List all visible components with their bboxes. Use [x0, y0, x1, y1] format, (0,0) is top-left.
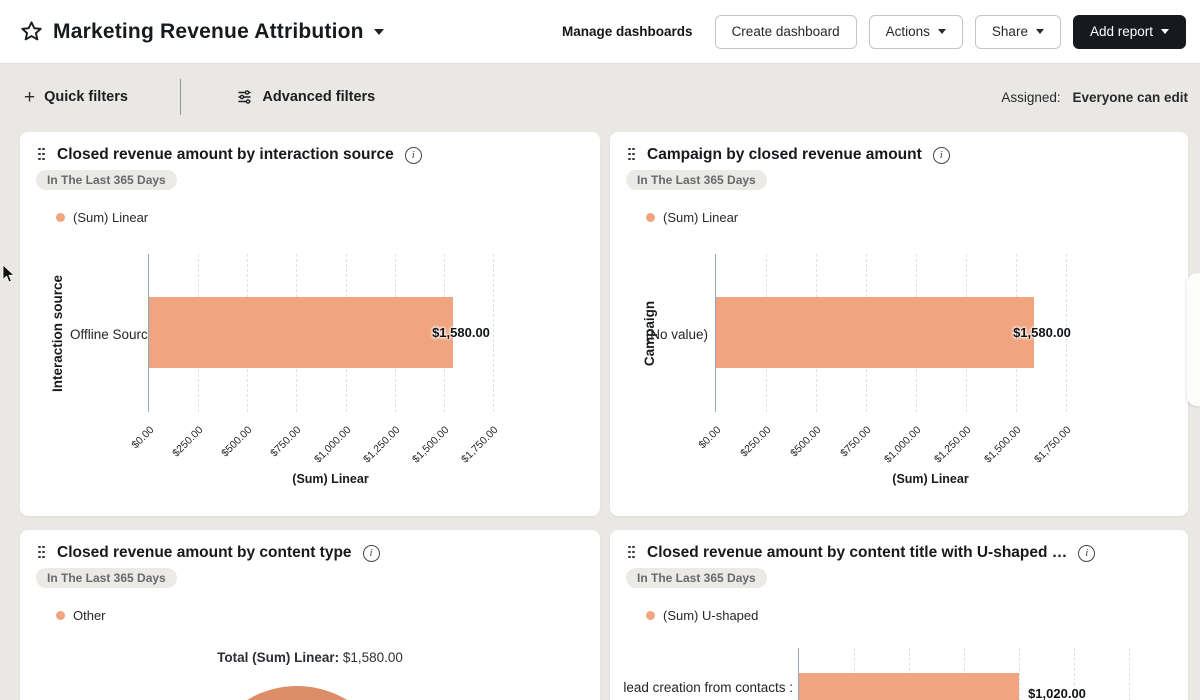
favorite-star-icon[interactable] [20, 20, 43, 43]
share-label: Share [991, 24, 1028, 39]
bar-value-label: $1,580.00 [432, 325, 490, 340]
bar-offline-sources[interactable] [149, 297, 453, 368]
date-range-badge: In The Last 365 Days [626, 170, 767, 190]
dashboard-header: Marketing Revenue Attribution Manage das… [0, 0, 1200, 64]
dashboard-title-wrap[interactable]: Marketing Revenue Attribution [20, 20, 384, 44]
date-range-badge: In The Last 365 Days [626, 568, 767, 588]
assigned-status: Assigned: Everyone can edit [1001, 90, 1188, 105]
actions-label: Actions [885, 24, 930, 39]
legend-label: (Sum) Linear [73, 210, 149, 225]
legend-dot-icon [56, 611, 65, 620]
create-dashboard-label: Create dashboard [731, 24, 840, 39]
plot-area: $1,580.00 [148, 254, 495, 412]
plus-icon: + [24, 86, 36, 108]
legend-label: (Sum) U-shaped [663, 608, 759, 623]
report-title: Closed revenue amount by content title w… [647, 544, 1068, 561]
quick-filters-label: Quick filters [44, 89, 128, 105]
pie-total-label: Total (Sum) Linear: $1,580.00 [217, 650, 403, 665]
report-title: Closed revenue amount by content type [57, 544, 352, 561]
add-report-label: Add report [1089, 24, 1153, 39]
drag-handle-icon[interactable] [38, 545, 46, 561]
x-tick-label: $0.00 [696, 424, 724, 452]
x-tick-label: $1,250.00 [360, 424, 403, 466]
gridline [1074, 648, 1075, 700]
chevron-down-icon [1035, 29, 1044, 34]
right-edge-handle[interactable] [1187, 273, 1200, 406]
x-tick-label: $1,500.00 [981, 424, 1024, 466]
x-tick-label: $1,250.00 [931, 424, 974, 466]
info-icon[interactable]: i [404, 146, 422, 164]
legend-dot-icon [56, 213, 65, 222]
advanced-filters-button[interactable]: Advanced filters [237, 89, 375, 105]
x-tick-label: $1,000.00 [881, 424, 924, 466]
advanced-filters-label: Advanced filters [262, 89, 376, 105]
category-label: (No value) [645, 327, 708, 342]
x-tick-label: $250.00 [738, 424, 774, 460]
plot-area: $1,580.00 [715, 254, 1071, 412]
gridline [1066, 254, 1067, 412]
chart-legend[interactable]: Other [56, 608, 106, 623]
legend-dot-icon [646, 213, 655, 222]
x-axis-title: (Sum) Linear [892, 472, 969, 486]
actions-button[interactable]: Actions [868, 14, 963, 49]
bar-no-value[interactable] [716, 297, 1034, 368]
bar-value-label: $1,020.00 [1028, 686, 1086, 700]
mouse-cursor-icon [2, 264, 15, 283]
drag-handle-icon[interactable] [628, 147, 636, 163]
assigned-value[interactable]: Everyone can edit [1072, 89, 1188, 105]
legend-label: (Sum) Linear [663, 210, 739, 225]
x-axis-title: (Sum) Linear [292, 472, 369, 486]
report-card-campaign: Campaign by closed revenue amount i In T… [610, 132, 1188, 516]
x-tick-label: $500.00 [219, 424, 255, 460]
info-icon[interactable]: i [932, 146, 950, 164]
gridline [1129, 648, 1130, 700]
category-label: lead creation from contacts : [623, 680, 793, 695]
x-tick-label: $250.00 [170, 424, 206, 460]
gridline [493, 254, 495, 412]
drag-handle-icon[interactable] [628, 545, 636, 561]
assigned-label: Assigned: [1001, 89, 1061, 105]
legend-label: Other [73, 608, 106, 623]
report-card-content-title: Closed revenue amount by content title w… [610, 530, 1188, 700]
x-tick-label: $1,500.00 [409, 424, 452, 466]
chevron-down-icon[interactable] [373, 28, 384, 35]
manage-dashboards-link[interactable]: Manage dashboards [562, 24, 693, 39]
bar-value-label: $1,580.00 [1013, 325, 1071, 340]
info-icon[interactable]: i [362, 544, 380, 562]
pie-chart[interactable] [201, 686, 393, 700]
add-report-button[interactable]: Add report [1072, 14, 1186, 49]
divider [179, 79, 182, 115]
report-card-interaction-source: Closed revenue amount by interaction sou… [20, 132, 600, 516]
filter-bar: + Quick filters Advanced filters Assigne… [0, 64, 1200, 130]
info-icon[interactable]: i [1078, 544, 1096, 562]
quick-filters-button[interactable]: + Quick filters [24, 88, 128, 107]
page-title: Marketing Revenue Attribution [53, 19, 364, 43]
chevron-down-icon [1161, 29, 1169, 34]
category-label: Offline Sources [69, 327, 162, 342]
bar-lead-creation[interactable] [799, 673, 1019, 700]
report-title: Closed revenue amount by interaction sou… [57, 146, 394, 163]
x-tick-label: $1,000.00 [311, 424, 354, 466]
legend-dot-icon [646, 611, 655, 620]
chart-legend[interactable]: (Sum) Linear [646, 210, 738, 225]
x-tick-label: $750.00 [268, 424, 304, 460]
chevron-down-icon [937, 29, 946, 34]
drag-handle-icon[interactable] [38, 147, 46, 163]
plot-area: $1,020.00 [798, 648, 1130, 700]
date-range-badge: In The Last 365 Days [36, 170, 177, 190]
chart-legend[interactable]: (Sum) U-shaped [646, 608, 758, 623]
date-range-badge: In The Last 365 Days [36, 568, 177, 588]
chart-legend[interactable]: (Sum) Linear [56, 210, 148, 225]
x-tick-label: $500.00 [788, 424, 824, 460]
gridline [1019, 648, 1020, 700]
x-tick-label: $0.00 [129, 424, 157, 452]
share-button[interactable]: Share [974, 14, 1061, 49]
sliders-icon [238, 90, 252, 104]
report-title: Campaign by closed revenue amount [647, 146, 922, 163]
x-tick-label: $1,750.00 [1031, 424, 1074, 466]
create-dashboard-button[interactable]: Create dashboard [714, 14, 857, 49]
x-tick-label: $1,750.00 [459, 424, 501, 466]
x-tick-label: $750.00 [838, 424, 874, 460]
report-card-content-type: Closed revenue amount by content type i … [20, 530, 600, 700]
